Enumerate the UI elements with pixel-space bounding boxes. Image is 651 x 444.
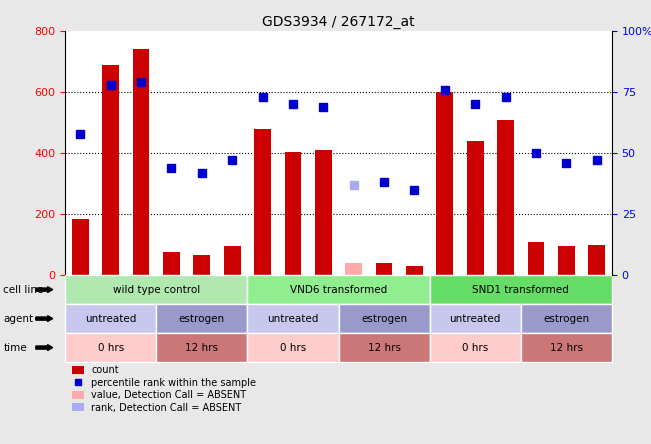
Bar [65,304,156,333]
Bar [156,333,247,362]
Text: estrogen: estrogen [361,313,407,324]
Bar [133,49,150,275]
Bar [430,304,521,333]
Bar [224,246,240,275]
Text: SND1 transformed: SND1 transformed [473,285,569,295]
Bar [497,119,514,275]
Bar [193,255,210,275]
Bar [254,129,271,275]
Text: 12 hrs: 12 hrs [550,343,583,353]
Bar [156,304,247,333]
Bar [436,92,453,275]
Title: GDS3934 / 267172_at: GDS3934 / 267172_at [262,15,415,29]
Text: 12 hrs: 12 hrs [368,343,400,353]
Bar [521,333,612,362]
Bar [589,245,605,275]
Bar [467,141,484,275]
Text: estrogen: estrogen [544,313,589,324]
Text: agent: agent [3,313,33,324]
Text: VND6 transformed: VND6 transformed [290,285,387,295]
Bar [247,333,339,362]
Bar [102,65,119,275]
Text: time: time [3,343,27,353]
Text: estrogen: estrogen [179,313,225,324]
Bar [376,263,393,275]
Bar [430,333,521,362]
Text: 0 hrs: 0 hrs [280,343,306,353]
Text: untreated: untreated [450,313,501,324]
Text: 12 hrs: 12 hrs [186,343,218,353]
Bar [163,252,180,275]
Text: untreated: untreated [268,313,318,324]
Bar [339,333,430,362]
Text: 0 hrs: 0 hrs [98,343,124,353]
Legend: count, percentile rank within the sample, value, Detection Call = ABSENT, rank, : count, percentile rank within the sample… [70,364,258,415]
Bar [284,151,301,275]
Bar [72,219,89,275]
Bar [558,246,575,275]
Bar [315,150,331,275]
Bar [65,333,156,362]
Bar [430,275,612,304]
Bar [406,266,423,275]
Text: cell line: cell line [3,285,44,295]
Text: 0 hrs: 0 hrs [462,343,488,353]
Text: wild type control: wild type control [113,285,200,295]
Text: untreated: untreated [85,313,136,324]
Bar [65,275,247,304]
Bar [247,304,339,333]
Bar [339,304,430,333]
Bar [527,242,544,275]
Bar [247,275,430,304]
Bar [521,304,612,333]
Bar [345,263,362,275]
